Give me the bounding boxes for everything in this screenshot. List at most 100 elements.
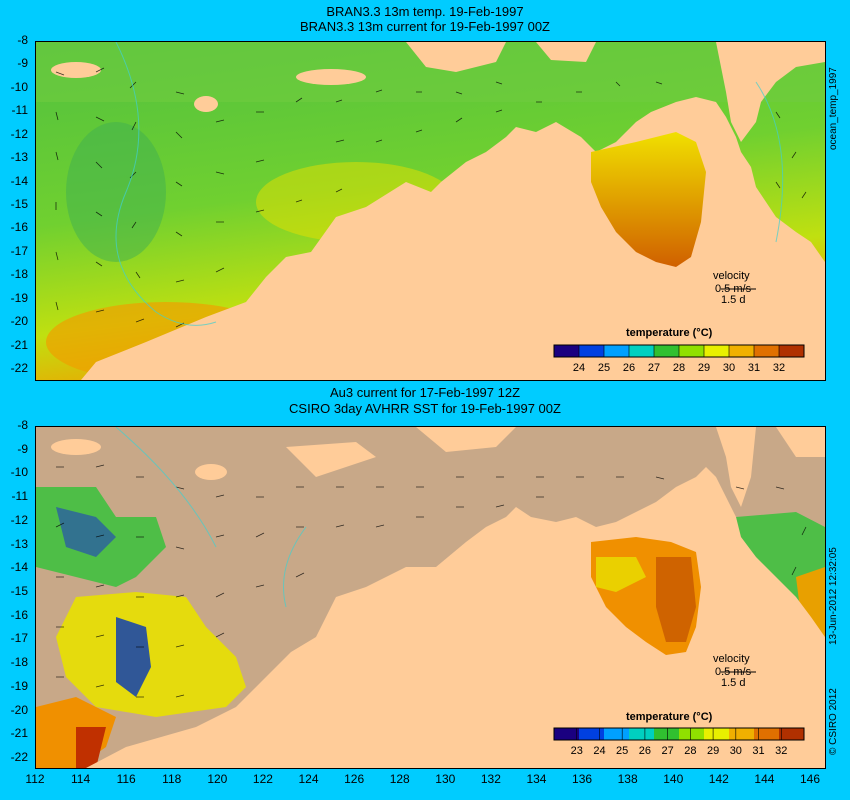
- lat-tick-label: -10: [10, 79, 28, 94]
- colorbar-segment: [554, 345, 580, 357]
- top-side-label: ocean_temp_1997: [828, 67, 839, 150]
- lon-tick-label: 136: [572, 772, 593, 786]
- colorbar-segment: [654, 728, 680, 740]
- bottom-title-line2: CSIRO 3day AVHRR SST for 19-Feb-1997 00Z: [289, 401, 561, 416]
- colorbar-segment: [679, 728, 705, 740]
- lat-tick-label: -13: [10, 536, 28, 551]
- lat-tick-label: -11: [11, 489, 28, 504]
- lat-tick-label: -11: [11, 103, 28, 118]
- colorbar-segment: [779, 345, 805, 357]
- colorbar-tick-label: 32: [775, 745, 787, 757]
- lat-tick-label: -21: [10, 726, 28, 741]
- colorbar-segment: [579, 728, 605, 740]
- lat-tick-label: -15: [10, 197, 28, 211]
- lat-tick-label: -16: [10, 607, 28, 622]
- colorbar-segment: [604, 345, 630, 357]
- lon-tick-label: 142: [708, 772, 729, 786]
- colorbar-tick-label: 29: [707, 745, 719, 757]
- lon-tick-label: 138: [617, 772, 638, 786]
- top-velocity-time: 1.5 d: [721, 294, 745, 306]
- lat-tick-label: -10: [10, 465, 28, 480]
- bottom-side-copyright: © CSIRO 2012: [828, 688, 839, 755]
- lon-tick-label: 128: [389, 772, 410, 786]
- lon-tick-label: 132: [480, 772, 501, 786]
- lat-tick-label: -9: [17, 56, 28, 71]
- lat-tick-label: -12: [10, 512, 28, 527]
- lat-tick-label: -18: [10, 267, 28, 282]
- colorbar-segment: [604, 728, 630, 740]
- island-sumba: [194, 96, 218, 112]
- colorbar-tick-label: 28: [673, 362, 685, 374]
- bottom-side-date: 13-Jun-2012 12:32:05: [828, 547, 839, 645]
- colorbar-segment: [704, 728, 730, 740]
- lat-tick-label: -8: [17, 33, 28, 47]
- island-timor: [296, 69, 366, 85]
- lon-tick-label: 134: [526, 772, 547, 786]
- lat-tick-label: -13: [10, 150, 28, 165]
- lat-tick-label: -19: [10, 290, 28, 305]
- bottom-velocity-label: velocity: [713, 653, 750, 665]
- lat-tick-label: -21: [10, 337, 28, 352]
- lon-tick-label: 124: [298, 772, 319, 786]
- lon-tick-label: 126: [344, 772, 365, 786]
- bottom-title-line1: Au3 current for 17-Feb-1997 12Z: [329, 385, 521, 400]
- lon-tick-label: 122: [252, 772, 273, 786]
- colorbar-tick-label: 30: [730, 745, 742, 757]
- lon-tick-label: 144: [754, 772, 775, 786]
- lat-tick-label: -14: [10, 560, 28, 575]
- top-map-panel: velocity 0.5 m/s 1.5 d temperature (°C) …: [35, 41, 826, 381]
- bottom-map-panel: velocity 0.5 m/s 1.5 d temperature (°C) …: [35, 426, 826, 769]
- colorbar-tick-label: 24: [593, 745, 605, 757]
- lat-tick-label: -19: [10, 678, 28, 693]
- colorbar-segment: [554, 728, 580, 740]
- lat-tick-label: -22: [10, 361, 28, 375]
- colorbar-segment: [679, 345, 705, 357]
- colorbar-tick-label: 27: [662, 745, 674, 757]
- lat-tick-label: -14: [10, 173, 28, 188]
- colorbar-segment: [629, 345, 655, 357]
- lat-tick-label: -17: [10, 631, 28, 646]
- lon-tick-label: 118: [162, 772, 182, 786]
- lon-tick-label: 130: [435, 772, 456, 786]
- current-arrows-bottom: [55, 464, 807, 698]
- colorbar-tick-label: 25: [598, 362, 610, 374]
- colorbar-tick-label: 29: [698, 362, 710, 374]
- island-lombok: [51, 62, 101, 78]
- lon-tick-label: 120: [207, 772, 228, 786]
- lon-tick-label: 146: [799, 772, 821, 786]
- lat-tick-label: -8: [17, 418, 28, 432]
- top-velocity-label: velocity: [713, 270, 750, 282]
- lon-tick-label: 140: [663, 772, 684, 786]
- lat-tick-label: -20: [10, 702, 28, 717]
- colorbar-tick-label: 31: [748, 362, 760, 374]
- bottom-map-svg: velocity 0.5 m/s 1.5 d temperature (°C) …: [36, 427, 825, 768]
- lat-tick-label: -16: [10, 220, 28, 235]
- current-arrows: [55, 67, 807, 328]
- colorbar-segment: [729, 728, 755, 740]
- top-map-svg: velocity 0.5 m/s 1.5 d temperature (°C) …: [36, 42, 825, 380]
- top-title-line1: BRAN3.3 13m temp. 19-Feb-1997: [326, 4, 524, 19]
- colorbar-tick-label: 30: [723, 362, 735, 374]
- lat-tick-label: -17: [10, 243, 28, 258]
- bottom-colorbar-ticks: 23 24 25 26 27 28 29 30 31 32: [571, 728, 787, 757]
- top-colorbar-ticks: 24 25 26 27 28 29 30 31 32: [573, 345, 785, 374]
- lon-tick-label: 112: [25, 772, 45, 786]
- colorbar-tick-label: 28: [684, 745, 696, 757]
- bottom-colorbar-title: temperature (°C): [626, 711, 713, 723]
- bottom-velocity-time: 1.5 d: [721, 677, 745, 689]
- colorbar-tick-label: 25: [616, 745, 628, 757]
- colorbar-tick-label: 32: [773, 362, 785, 374]
- lon-tick-label: 116: [116, 772, 136, 786]
- colorbar-segment: [779, 728, 805, 740]
- colorbar-segment: [704, 345, 730, 357]
- colorbar-tick-label: 24: [573, 362, 585, 374]
- colorbar-tick-label: 26: [623, 362, 635, 374]
- colorbar-segment: [754, 728, 780, 740]
- island-timor-east: [406, 42, 506, 72]
- lat-tick-label: -18: [10, 655, 28, 670]
- colorbar-segment: [654, 345, 680, 357]
- colorbar-tick-label: 27: [648, 362, 660, 374]
- colorbar-tick-label: 23: [571, 745, 583, 757]
- lat-tick-label: -9: [17, 441, 28, 456]
- colorbar-segment: [754, 345, 780, 357]
